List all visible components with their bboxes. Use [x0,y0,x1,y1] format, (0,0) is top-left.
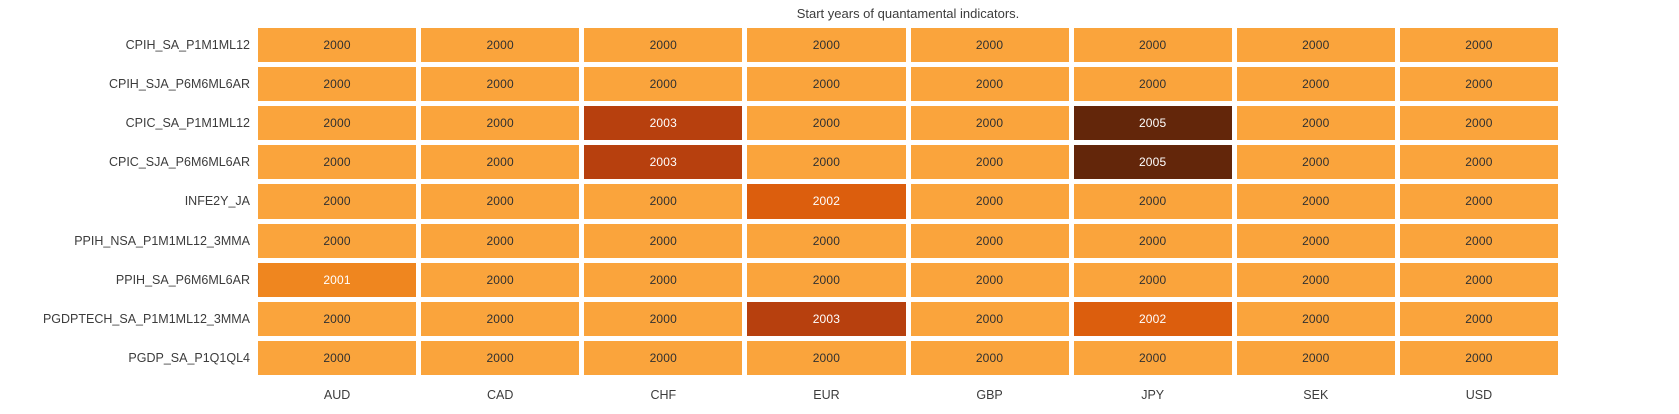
heatmap-cell: 2001 [258,262,417,297]
x-axis-label: CAD [486,388,514,402]
heatmap-cell: 2000 [1073,262,1232,297]
heatmap-cell: 2000 [910,28,1069,63]
heatmap-cell: 2000 [910,340,1069,375]
heatmap-cell: 2000 [1399,145,1558,180]
heatmap-cell: 2000 [1399,28,1558,63]
y-axis-label: CPIH_SJA_P6M6ML6AR [108,77,250,92]
heatmap-cell: 2000 [421,106,580,141]
heatmap-cell: 2002 [747,184,906,219]
heatmap-cell: 2000 [747,145,906,180]
heatmap-cell: 2000 [584,223,743,258]
y-axis-label: CPIC_SA_P1M1ML12 [125,116,250,131]
heatmap-cell: 2000 [910,262,1069,297]
heatmap-cell: 2000 [258,28,417,63]
heatmap-cell: 2000 [584,262,743,297]
heatmap-grid: 2000 2000 2000 2000 2000 2000 2000 2000 2000 2000… [258,28,1558,375]
heatmap-cell: 2000 [1399,223,1558,258]
x-axis-label: CHF [650,388,677,402]
heatmap-cell: 2005 [1073,145,1232,180]
heatmap-cell: 2000 [1236,340,1395,375]
heatmap-cell: 2000 [258,106,417,141]
y-axis-label: PGDPTECH_SA_P1M1ML12_3MMA [42,311,250,326]
heatmap-cell: 2000 [1236,28,1395,63]
heatmap-cell: 2000 [421,301,580,336]
heatmap-cell: 2000 [584,301,743,336]
x-axis-label: JPY [1141,388,1165,402]
heatmap-cell: 2000 [910,184,1069,219]
heatmap-cell: 2000 [910,67,1069,102]
heatmap-cell: 2000 [1399,301,1558,336]
heatmap-cell: 2000 [1236,262,1395,297]
heatmap-cell: 2000 [258,223,417,258]
heatmap-cell: 2000 [910,106,1069,141]
heatmap-cell: 2000 [1236,67,1395,102]
heatmap-cell: 2002 [1073,301,1232,336]
heatmap-cell: 2000 [1236,184,1395,219]
chart-title: Start years of quantamental indicators. [796,6,1020,21]
heatmap-cell: 2000 [910,223,1069,258]
y-axis-label: CPIH_SA_P1M1ML12 [125,38,250,53]
heatmap-cell: 2000 [258,340,417,375]
heatmap-cell: 2000 [258,301,417,336]
heatmap-cell: 2000 [1073,223,1232,258]
heatmap-cell: 2000 [1399,340,1558,375]
heatmap-cell: 2000 [1399,67,1558,102]
heatmap-cell: 2000 [1236,145,1395,180]
heatmap-cell: 2000 [258,145,417,180]
heatmap-cell: 2000 [584,184,743,219]
heatmap-cell: 2005 [1073,106,1232,141]
heatmap-cell: 2000 [421,340,580,375]
heatmap-cell: 2003 [584,145,743,180]
heatmap-cell: 2000 [747,106,906,141]
heatmap-cell: 2000 [421,262,580,297]
heatmap-cell: 2000 [421,223,580,258]
x-axis-label: USD [1465,388,1493,402]
heatmap-cell: 2000 [421,67,580,102]
x-axis-label: GBP [976,388,1003,402]
y-axis-label: PPIH_SA_P6M6ML6AR [115,272,250,287]
heatmap-cell: 2000 [1073,340,1232,375]
heatmap-cell: 2000 [1073,184,1232,219]
heatmap-cell: 2000 [747,67,906,102]
y-axis-label: CPIC_SJA_P6M6ML6AR [108,155,250,170]
heatmap-cell: 2000 [1236,223,1395,258]
heatmap-cell: 2000 [910,301,1069,336]
heatmap-cell: 2003 [584,106,743,141]
y-axis-labels: CPIH_SA_P1M1ML12 CPIH_SJA_P6M6ML6AR CPIC_S… [0,28,250,375]
heatmap-cell: 2000 [1073,67,1232,102]
heatmap-cell: 2000 [584,67,743,102]
heatmap-cell: 2000 [1236,301,1395,336]
heatmap-cell: 2000 [1236,106,1395,141]
heatmap-cell: 2000 [421,145,580,180]
y-axis-label: PPIH_NSA_P1M1ML12_3MMA [74,233,250,248]
heatmap-cell: 2000 [258,184,417,219]
y-axis-label: PGDP_SA_P1Q1QL4 [128,350,250,365]
y-axis-label: INFE2Y_JA [184,194,250,209]
heatmap-cell: 2000 [747,262,906,297]
heatmap-cell: 2000 [747,340,906,375]
heatmap-cell: 2000 [1399,262,1558,297]
heatmap-cell: 2000 [421,184,580,219]
heatmap-cell: 2000 [258,67,417,102]
heatmap-cell: 2000 [421,28,580,63]
x-axis-label: EUR [813,388,840,402]
x-axis-labels: AUD CAD CHF EUR GBP JPY SEK USD [258,383,1558,407]
heatmap-cell: 2000 [1399,184,1558,219]
heatmap-cell: 2000 [584,340,743,375]
heatmap-cell: 2000 [1399,106,1558,141]
x-axis-label: SEK [1303,388,1329,402]
x-axis-label: AUD [323,388,351,402]
heatmap-cell: 2000 [1073,28,1232,63]
heatmap-cell: 2000 [747,28,906,63]
heatmap-cell: 2003 [747,301,906,336]
heatmap-cell: 2000 [584,28,743,63]
heatmap-cell: 2000 [747,223,906,258]
heatmap-cell: 2000 [910,145,1069,180]
